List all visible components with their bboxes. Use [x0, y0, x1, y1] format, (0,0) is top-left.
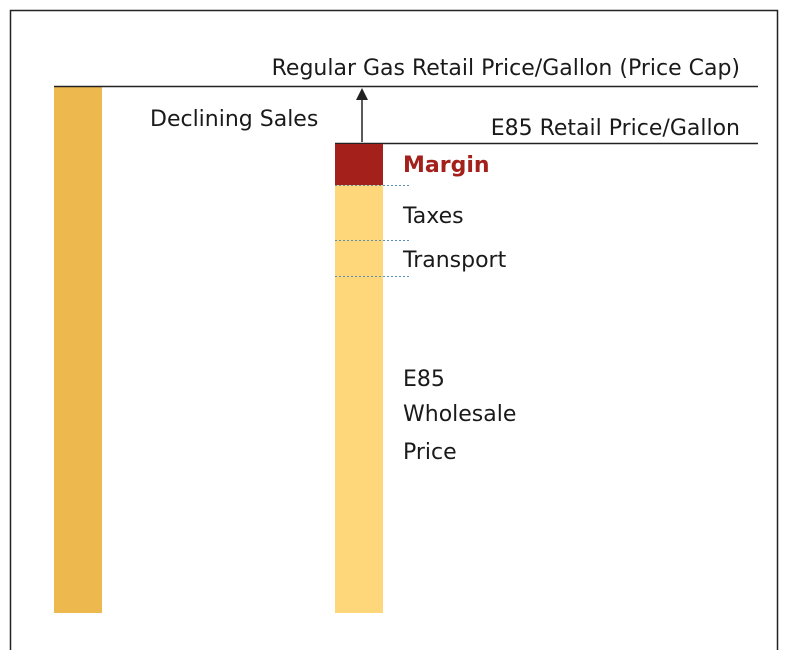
taxes-label: Taxes: [402, 204, 464, 229]
regular-gas-bar: [54, 86, 102, 613]
arrow-head: [356, 88, 368, 100]
wholesale-label: Wholesale: [403, 402, 516, 427]
e85-bar: [335, 185, 383, 613]
price-cap-label: Regular Gas Retail Price/Gallon (Price C…: [272, 56, 740, 81]
declining-sales-label: Declining Sales: [150, 107, 318, 132]
wholesale-label: Price: [403, 440, 457, 465]
e85-retail-label: E85 Retail Price/Gallon: [491, 116, 740, 141]
transport-label: Transport: [402, 248, 507, 273]
dividers: [335, 185, 410, 277]
frame: [9, 9, 779, 650]
margin-block: [335, 144, 383, 185]
margin-label: Margin: [403, 153, 490, 178]
wholesale-label: E85: [403, 367, 445, 392]
